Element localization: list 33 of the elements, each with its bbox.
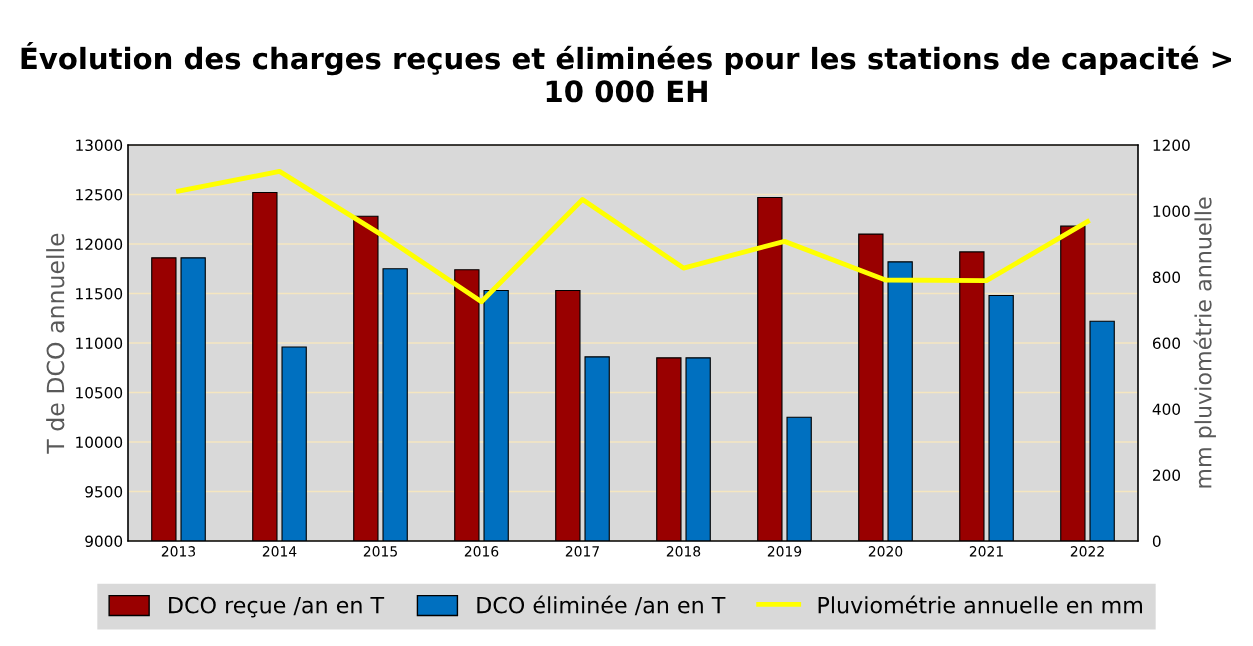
x-tick-label: 2019 [767, 546, 802, 557]
legend-label: DCO éliminée /an en T [477, 595, 726, 616]
y-tick-label: 11500 [76, 287, 123, 300]
y-tick-label: 10000 [76, 436, 123, 449]
x-tick-label: 2013 [161, 546, 196, 557]
x-tick-label: 2016 [464, 546, 499, 557]
line-series [176, 168, 1090, 305]
x-tick-label: 2014 [262, 546, 297, 557]
y-tick-label: 9000 [85, 535, 123, 548]
x-tick-label: 2018 [666, 546, 701, 557]
y2-tick-label: 1200 [1153, 139, 1190, 152]
y2-tick-label: 800 [1152, 271, 1181, 284]
y2-tick-label: 400 [1152, 403, 1181, 416]
y-tick-label: 9500 [85, 485, 123, 498]
y2-tick-label: 200 [1153, 469, 1181, 482]
legend-label: Pluviométrie annuelle en mm [818, 595, 1142, 614]
x-tick-label: 2022 [1070, 546, 1104, 557]
y-tick-label: 12000 [76, 238, 123, 251]
y2-tick-label: 0 [1152, 535, 1161, 548]
x-tick-label: 2021 [969, 546, 1003, 557]
y2-tick-label: 600 [1152, 337, 1181, 350]
legend-label: DCO reçue /an en T [169, 596, 385, 618]
y-tick-label: 10500 [76, 386, 123, 399]
chart-title: Évolution des charges reçues et éliminées pour les stations de capacité > 10 000 EH [21, 42, 1232, 103]
y-axis-title: T de DCO annuelle [46, 233, 65, 454]
y2-tick-label: 1000 [1153, 205, 1190, 218]
y-tick-label: 12500 [76, 188, 123, 201]
y-tick-label: 13000 [76, 139, 123, 152]
y2-axis-title: mm pluviométrie annuelle [1193, 197, 1216, 488]
x-tick-label: 2017 [565, 546, 599, 557]
x-tick-label: 2015 [363, 546, 397, 557]
x-tick-label: 2020 [868, 546, 903, 557]
y-tick-label: 11000 [76, 337, 123, 350]
